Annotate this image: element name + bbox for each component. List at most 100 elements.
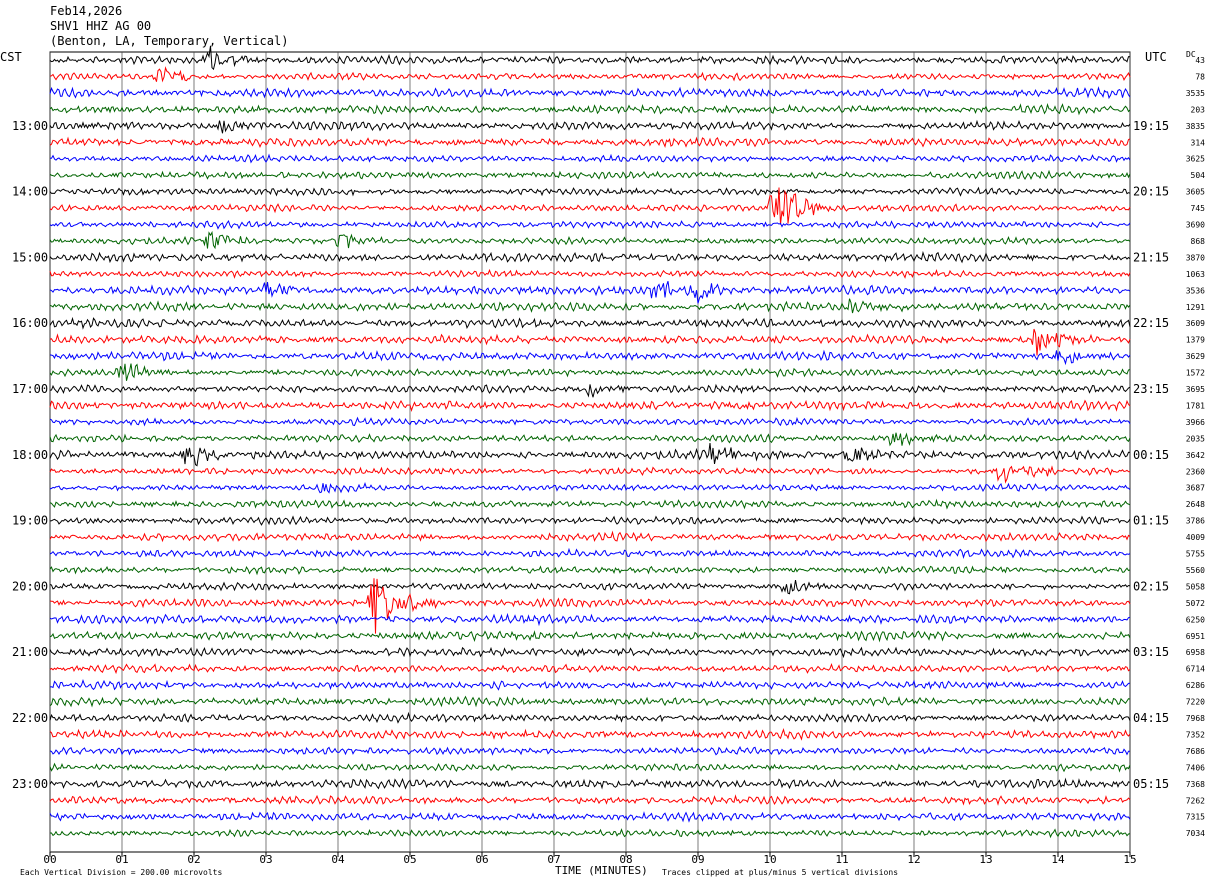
- x-tick-label: 04: [331, 853, 345, 866]
- x-tick-label: 03: [259, 853, 272, 866]
- dc-offset-label: 203: [1191, 105, 1206, 114]
- header-location: (Benton, LA, Temporary, Vertical): [50, 34, 289, 48]
- trace-line: [49, 695, 1131, 708]
- trace-line: [49, 187, 1131, 225]
- dc-offset-label: 7968: [1186, 714, 1205, 723]
- trace-line: [49, 662, 1131, 675]
- dc-offset-label: 1291: [1186, 303, 1205, 312]
- trace-line: [49, 186, 1131, 197]
- trace-line: [49, 580, 1131, 595]
- scale-note: Each Vertical Division = 200.00 microvol…: [20, 868, 222, 877]
- x-tick-label: 09: [691, 853, 704, 866]
- left-hour-label: 15:00: [12, 250, 48, 264]
- dc-offset-label: 7315: [1186, 813, 1205, 822]
- trace-line: [49, 363, 1131, 381]
- trace-line: [49, 498, 1131, 510]
- trace-line: [49, 86, 1131, 100]
- dc-offset-label: 314: [1191, 138, 1206, 147]
- x-tick-label: 15: [1123, 853, 1136, 866]
- x-tick-label: 08: [619, 853, 632, 866]
- trace-line: [49, 678, 1131, 691]
- right-timezone-label: UTC: [1145, 50, 1167, 64]
- trace-line: [49, 547, 1131, 560]
- dc-offset-label: 7034: [1186, 829, 1205, 838]
- x-tick-label: 00: [43, 853, 56, 866]
- trace-line: [49, 465, 1131, 484]
- x-tick-label: 14: [1051, 853, 1065, 866]
- trace-line: [49, 383, 1131, 398]
- x-tick-label: 05: [403, 853, 416, 866]
- header-station: SHV1 HHZ AG 00: [50, 19, 152, 33]
- right-hour-label: 03:15: [1133, 645, 1169, 659]
- dc-offset-label: 3536: [1186, 286, 1205, 295]
- trace-line: [49, 102, 1131, 116]
- dc-offset-label: 745: [1191, 204, 1206, 213]
- left-hour-label: 23:00: [12, 777, 48, 791]
- dc-offset-label: 7368: [1186, 780, 1205, 789]
- trace-line: [49, 45, 1131, 71]
- trace-line: [50, 153, 1131, 164]
- dc-offset-label: 1781: [1186, 401, 1205, 410]
- trace-line: [49, 646, 1131, 659]
- dc-offset-label: 6951: [1186, 632, 1205, 641]
- dc-offset-label: 5072: [1186, 599, 1205, 608]
- x-tick-label: 10: [763, 853, 776, 866]
- right-hour-label: 00:15: [1133, 448, 1169, 462]
- dc-offset-label: 6958: [1186, 648, 1205, 657]
- trace-line: [49, 530, 1131, 543]
- x-axis-ticks: 00 01 02 03 04 05 06 07 08 09 10 11 12 13 14 15: [43, 852, 1137, 866]
- dc-offset-label: 868: [1191, 237, 1206, 246]
- dc-offset-label: 6286: [1186, 681, 1205, 690]
- dc-label: DC: [1186, 50, 1196, 59]
- dc-offset-label: 43: [1195, 56, 1205, 65]
- trace-line: [49, 565, 1131, 576]
- trace-line: [49, 711, 1131, 724]
- right-time-labels: 19:15 20:15 21:15 22:15 23:15 00:15 01:15 02:15…: [1133, 119, 1169, 791]
- dc-offset-label: 1572: [1186, 369, 1205, 378]
- trace-line: [49, 727, 1131, 741]
- header-date: Feb14,2026: [50, 4, 123, 18]
- dc-offset-label: 504: [1191, 171, 1206, 180]
- dc-offset-label: 5560: [1186, 566, 1205, 575]
- dc-offset-label: 4009: [1186, 533, 1205, 542]
- dc-offset-label: 6714: [1186, 665, 1205, 674]
- dc-offset-label: 3695: [1186, 385, 1205, 394]
- dc-offset-label: 5755: [1186, 550, 1205, 559]
- x-tick-label: 11: [835, 853, 848, 866]
- dc-offset-label: 3835: [1186, 122, 1205, 131]
- trace-line: [49, 515, 1131, 526]
- dc-offset-label: 1063: [1186, 270, 1205, 279]
- trace-line: [49, 298, 1131, 314]
- dc-offset-label: 2035: [1186, 434, 1205, 443]
- dc-offset-label: 2360: [1186, 467, 1205, 476]
- trace-line: [49, 250, 1131, 264]
- clip-note: Traces clipped at plus/minus 5 vertical …: [662, 868, 898, 877]
- left-timezone-label: CST: [0, 50, 22, 64]
- x-tick-label: 02: [187, 853, 200, 866]
- trace-line: [49, 136, 1131, 148]
- left-time-labels: 13:00 14:00 15:00 16:00 17:00 18:00 19:00 20:00…: [12, 119, 48, 791]
- trace-line: [49, 220, 1131, 230]
- trace-line: [49, 349, 1131, 366]
- left-hour-label: 14:00: [12, 185, 48, 199]
- dc-offset-label: 3966: [1186, 418, 1205, 427]
- trace-line: [49, 169, 1131, 180]
- minute-grid: [49, 52, 1131, 852]
- right-hour-label: 01:15: [1133, 514, 1169, 528]
- trace-line: [49, 268, 1131, 279]
- right-hour-label: 02:15: [1133, 579, 1169, 593]
- dc-offset-label: 3786: [1186, 517, 1205, 526]
- trace-line: [49, 328, 1131, 356]
- dc-offset-label: 5058: [1186, 582, 1205, 591]
- right-hour-label: 21:15: [1133, 250, 1169, 264]
- right-hour-label: 22:15: [1133, 316, 1169, 330]
- x-axis-title: TIME (MINUTES): [555, 864, 648, 877]
- left-hour-label: 16:00: [12, 316, 48, 330]
- x-tick-label: 06: [475, 853, 488, 866]
- trace-line: [49, 630, 1131, 643]
- x-tick-label: 13: [979, 853, 992, 866]
- trace-line: [49, 66, 1131, 83]
- trace-line: [49, 612, 1131, 627]
- trace-line: [49, 443, 1131, 467]
